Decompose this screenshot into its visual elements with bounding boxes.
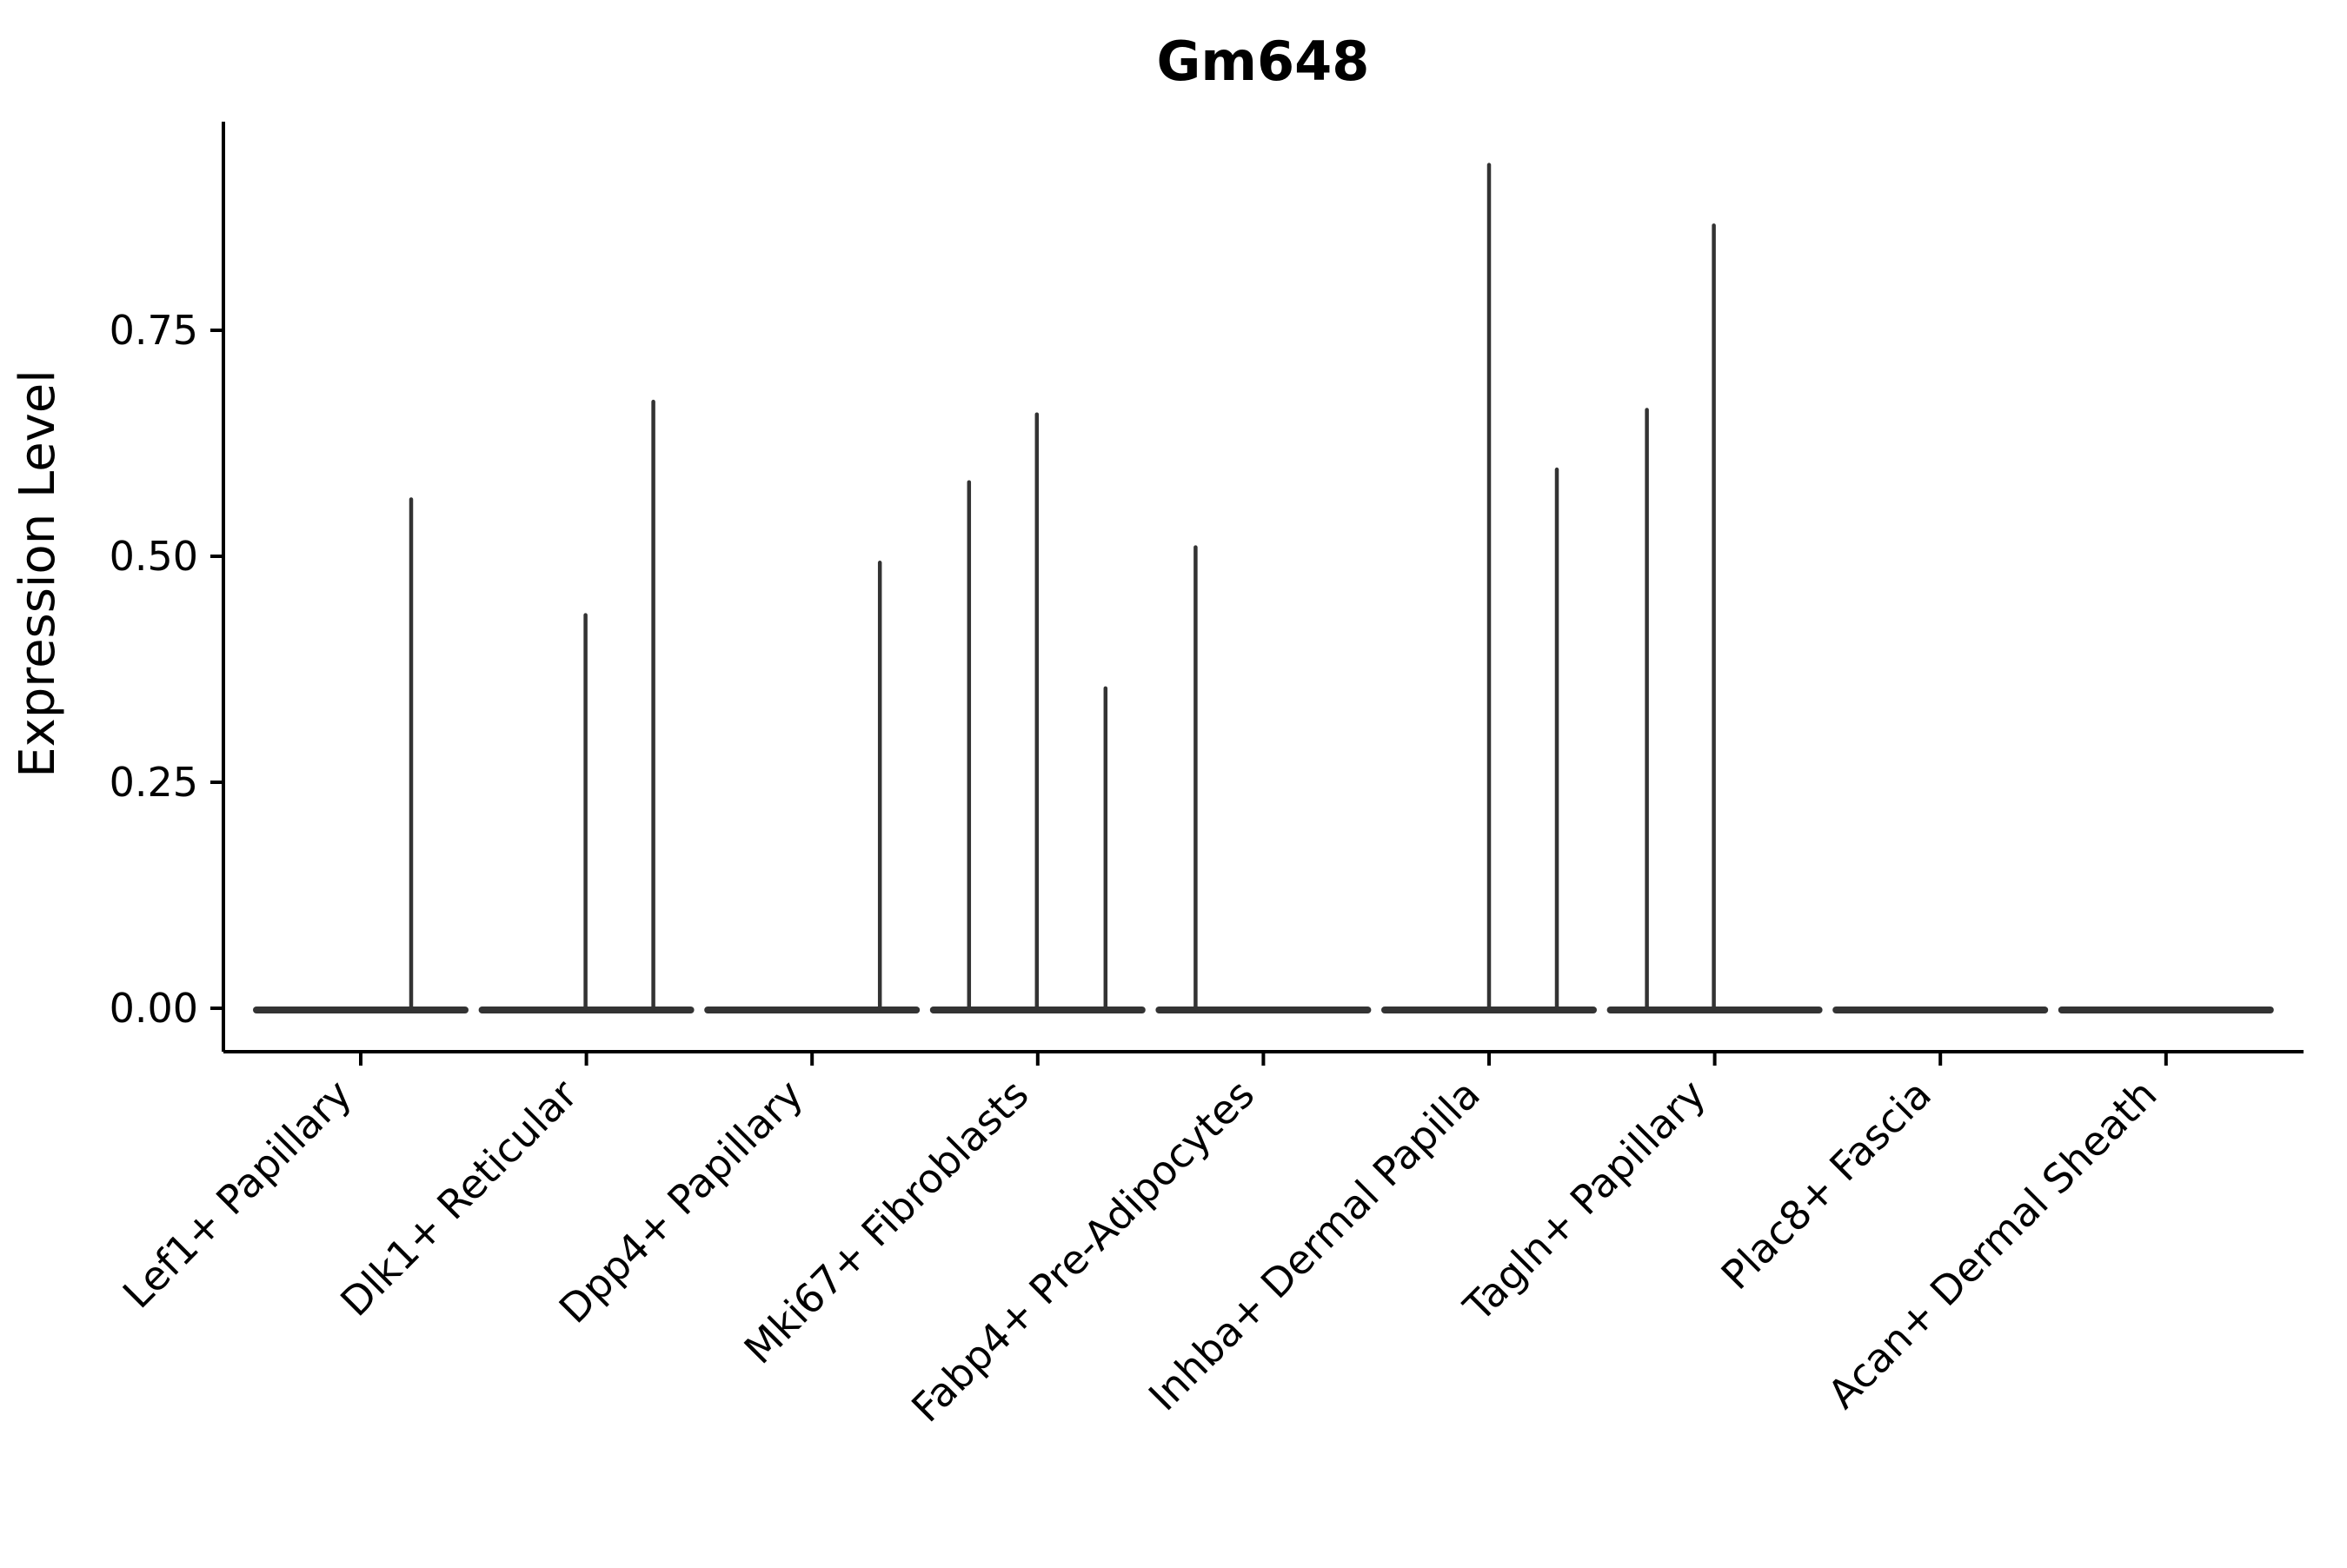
y-tick-label: 0.00 — [110, 985, 198, 1032]
y-axis-label: Expression Level — [10, 369, 66, 778]
x-tick-label: Dpp4+ Papillary — [550, 1071, 812, 1332]
chart-title: Gm648 — [1157, 30, 1370, 93]
x-tick-label: Dlk1+ Reticular — [331, 1071, 586, 1325]
x-tick-label: Tagln+ Papillary — [1454, 1071, 1715, 1332]
x-tick-label: Plac8+ Fascia — [1712, 1071, 1940, 1299]
y-tick-label: 0.50 — [110, 533, 198, 580]
y-tick-label: 0.75 — [110, 307, 198, 354]
y-tick-label: 0.25 — [110, 759, 198, 806]
x-tick-label: Lef1+ Papillary — [114, 1071, 361, 1318]
